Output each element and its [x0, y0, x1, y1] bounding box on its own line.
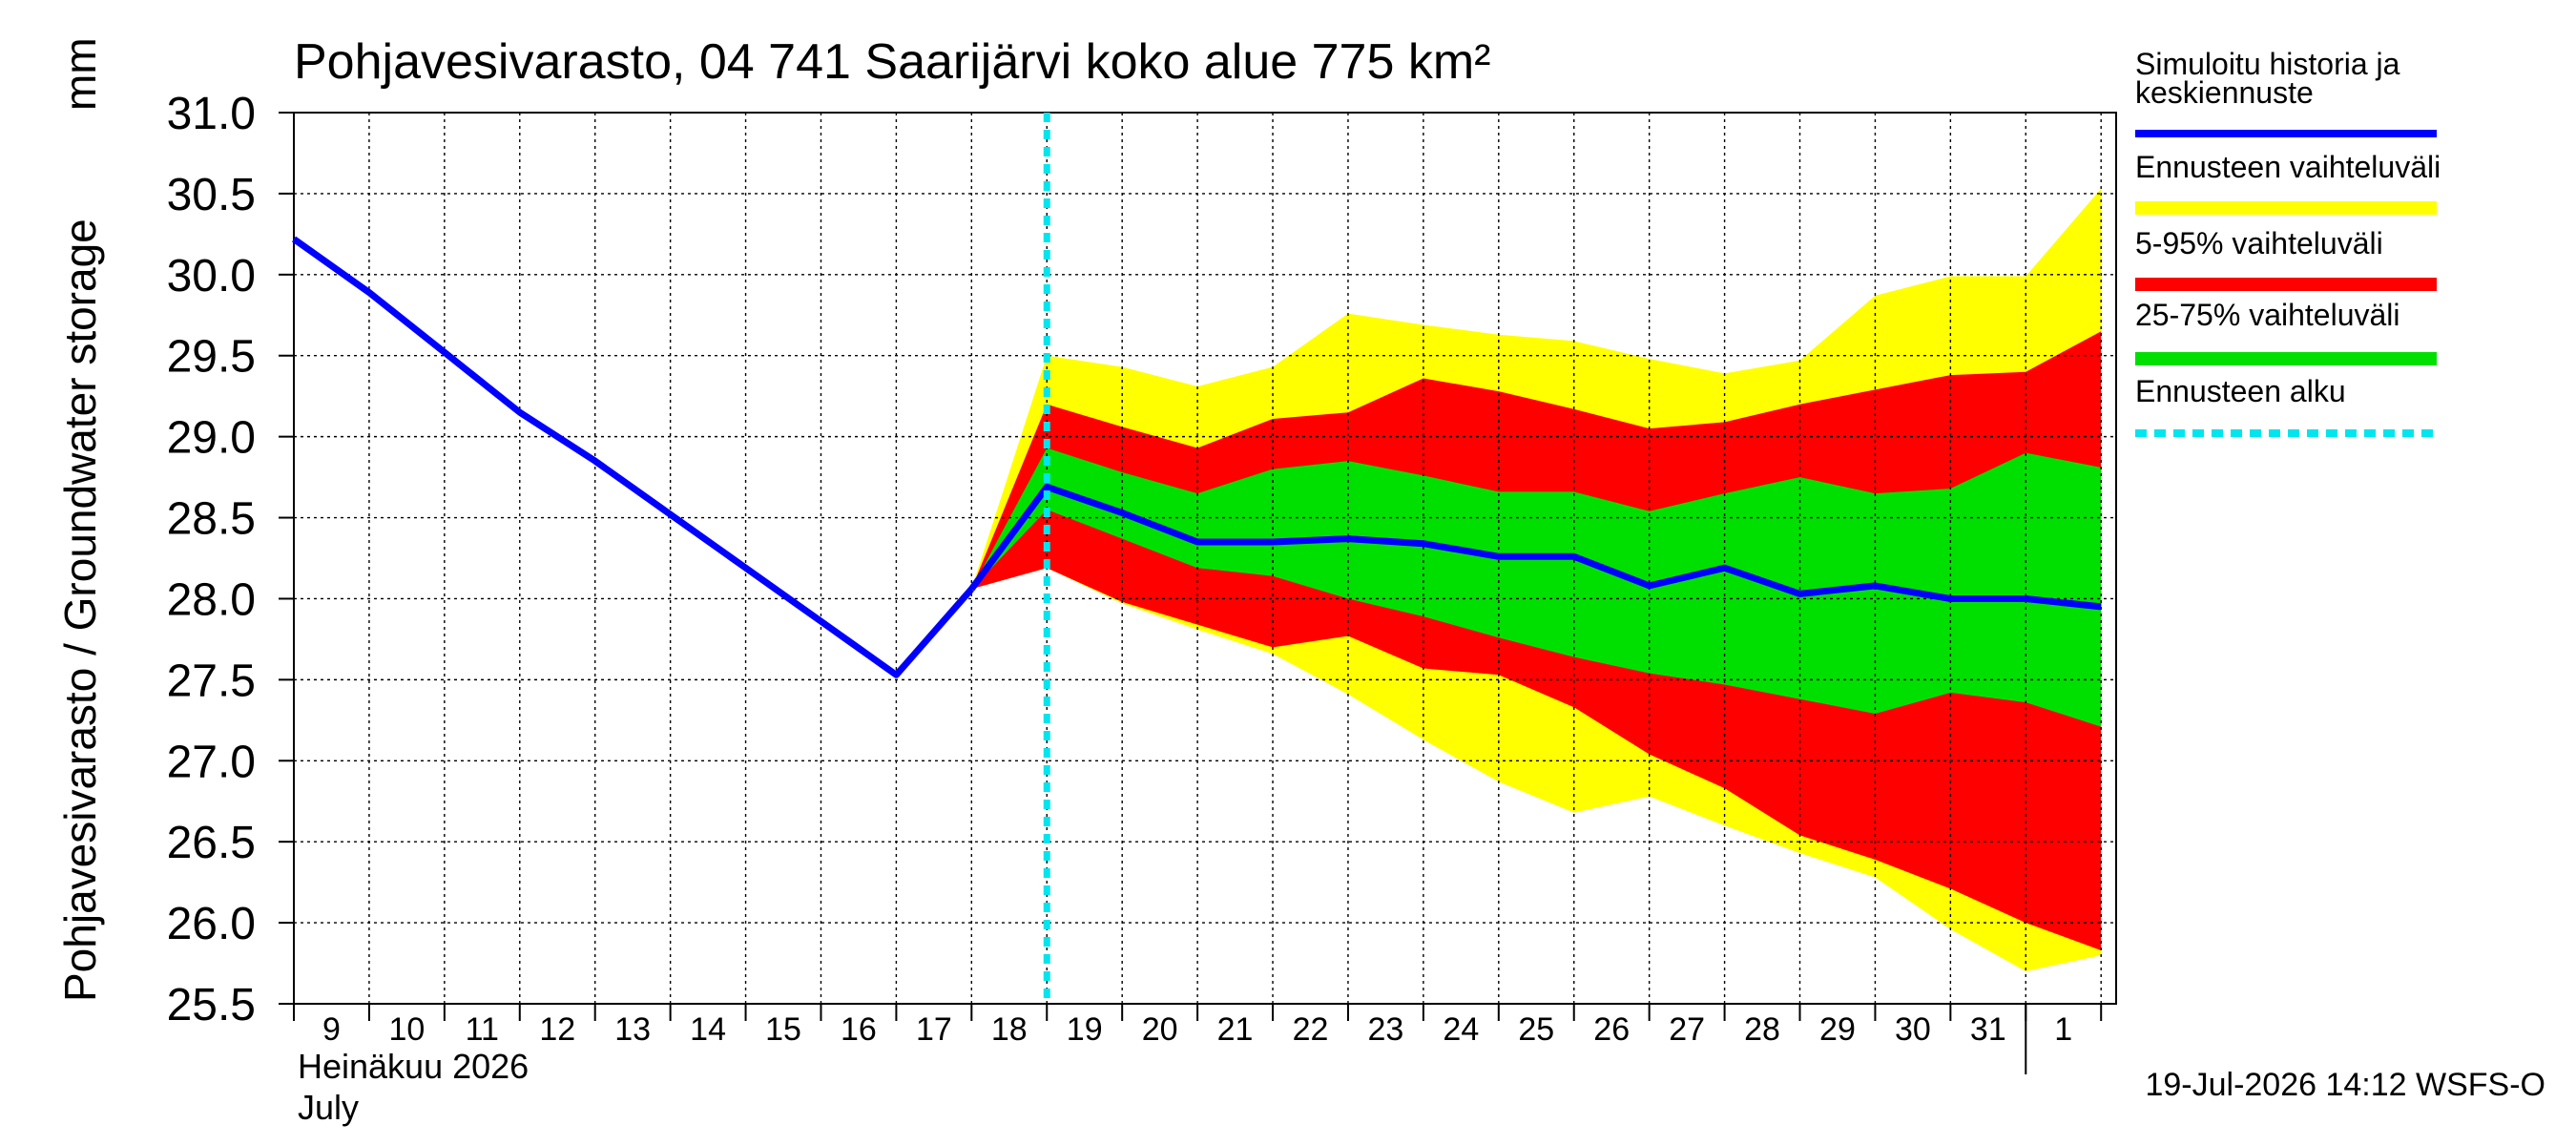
x-tick-label: 1: [2054, 1011, 2072, 1048]
legend-label: Simuloitu historia ja: [2135, 47, 2400, 81]
x-tick-label: 14: [690, 1011, 726, 1048]
y-tick-label: 28.5: [167, 494, 256, 545]
y-axis: 25.5 26.0 26.5 27.0 27.5 28.0 28.5 29.0 29.5 30.0…: [167, 89, 294, 1030]
x-tick-label: 22: [1293, 1011, 1329, 1048]
y-tick-label: 29.0: [167, 413, 256, 464]
x-tick-label: 13: [614, 1011, 651, 1048]
y-tick-label: 27.5: [167, 656, 256, 706]
y-tick-label: 31.0: [167, 89, 256, 139]
x-tick-label: 30: [1895, 1011, 1931, 1048]
y-tick-label: 30.0: [167, 251, 256, 302]
timestamp: 19-Jul-2026 14:12 WSFS-O: [2145, 1067, 2545, 1103]
y-axis-label: Pohjavesivarasto / Groundwater storage: [55, 219, 105, 1002]
legend-item-p5_95: 5-95% vaihteluväli: [2135, 226, 2437, 291]
legend-label: keskiennuste: [2135, 75, 2314, 110]
legend-item-range: Ennusteen vaihteluväli: [2135, 150, 2441, 215]
chart-title: Pohjavesivarasto, 04 741 Saarijärvi koko…: [294, 34, 1490, 90]
x-tick-label: 28: [1744, 1011, 1780, 1048]
y-tick-label: 26.5: [167, 818, 256, 868]
x-axis: 9 10 11 12 13 14 15 16 17 18 19 20 21 22 23 24 25 26 27 28 2…: [293, 1004, 2103, 1074]
x-tick-label: 27: [1669, 1011, 1705, 1048]
legend-label: 5-95% vaihteluväli: [2135, 226, 2383, 260]
x-tick-label: 24: [1443, 1011, 1479, 1048]
y-tick-label: 30.5: [167, 170, 256, 220]
x-tick-label: 25: [1518, 1011, 1554, 1048]
x-tick-label: 31: [1970, 1011, 2006, 1048]
month-label-en: July: [298, 1088, 359, 1127]
plot-frame: [293, 112, 2117, 1005]
x-tick-label: 17: [916, 1011, 952, 1048]
series-lines: [291, 113, 2102, 1004]
y-tick-label: 29.5: [167, 332, 256, 383]
plot-border: [293, 112, 2117, 1005]
x-tick-label: 21: [1217, 1011, 1254, 1048]
y-axis-unit: mm: [55, 37, 105, 111]
x-tick-label: 29: [1819, 1011, 1856, 1048]
x-tick-label: 20: [1142, 1011, 1178, 1048]
legend-label: 25-75% vaihteluväli: [2135, 298, 2400, 332]
legend-item-p25_75: 25-75% vaihteluväli: [2135, 298, 2437, 365]
month-label-fi: Heinäkuu 2026: [298, 1047, 529, 1086]
y-tick-label: 26.0: [167, 899, 256, 949]
x-tick-label: 10: [388, 1011, 425, 1048]
x-tick-label: 23: [1368, 1011, 1404, 1048]
x-tick-label: 12: [539, 1011, 575, 1048]
forecast-bands: [971, 188, 2102, 972]
x-tick-label: 9: [322, 1011, 341, 1048]
legend-label: Ennusteen vaihteluväli: [2135, 150, 2441, 184]
history-line: [291, 236, 974, 678]
x-tick-label: 15: [765, 1011, 801, 1048]
x-tick-label: 18: [991, 1011, 1028, 1048]
legend-label: Ennusteen alku: [2135, 374, 2346, 408]
x-tick-label: 16: [841, 1011, 877, 1048]
y-tick-label: 27.0: [167, 737, 256, 787]
legend-item-start: Ennusteen alku: [2135, 374, 2437, 437]
x-tick-label: 11: [466, 1011, 499, 1048]
median-forecast-line: [968, 483, 2102, 611]
x-tick-label: 19: [1067, 1011, 1103, 1048]
y-tick-label: 25.5: [167, 980, 256, 1030]
y-tick-label: 28.0: [167, 574, 256, 625]
x-tick-label: 26: [1593, 1011, 1630, 1048]
